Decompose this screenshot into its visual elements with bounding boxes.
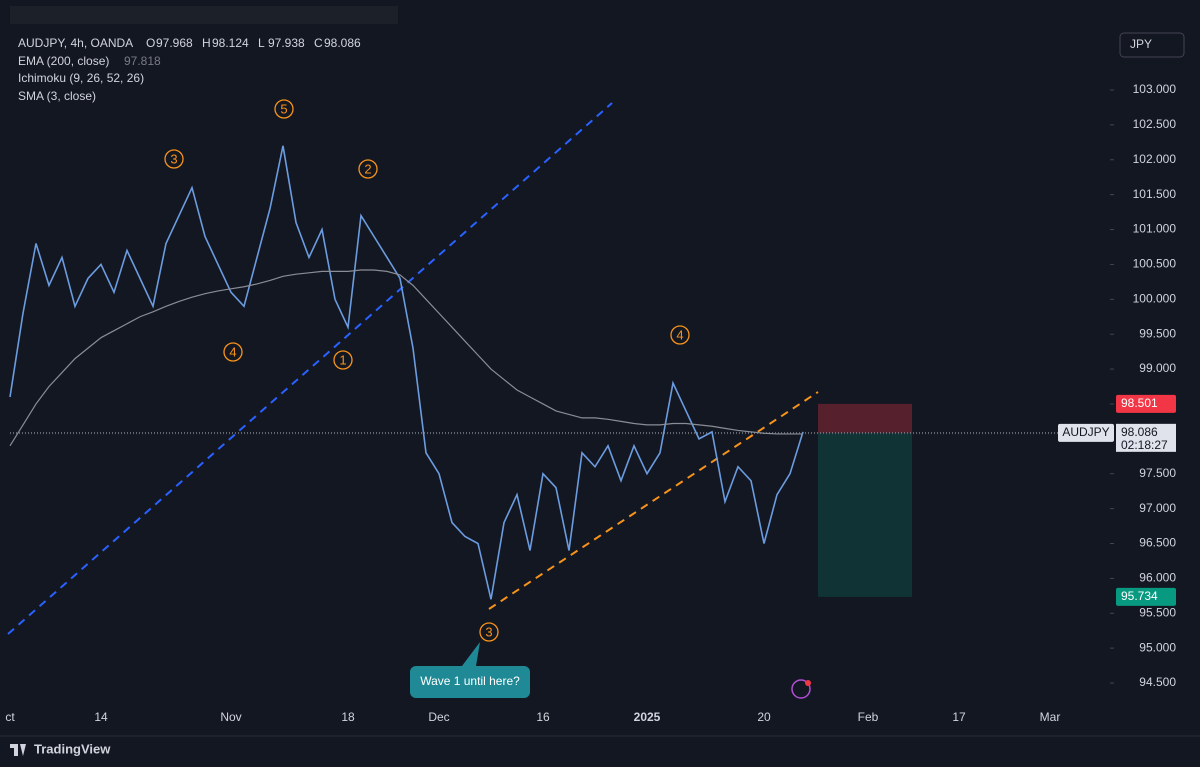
- wave-circle: [479, 622, 499, 642]
- y-tick-label: 103.000: [1133, 82, 1177, 96]
- x-tick-label: Nov: [220, 710, 241, 724]
- ohlc-value: 98.124: [212, 36, 249, 50]
- wave-circle: [164, 149, 184, 169]
- indicator: EMA (200, close): [18, 54, 109, 68]
- indicator-value: 97.818: [124, 54, 161, 68]
- x-tick-label: Feb: [858, 710, 879, 724]
- ohlc-key: O: [146, 36, 155, 50]
- ohlc-key: H: [202, 36, 211, 50]
- annotation-box: [410, 666, 530, 698]
- ohlc-value: 98.086: [324, 36, 361, 50]
- target-tag: 95.734: [1121, 589, 1158, 603]
- price-line-series: [9, 145, 804, 600]
- indicator: SMA (3, close): [18, 89, 96, 103]
- y-tick-label: 101.500: [1133, 187, 1177, 201]
- stop-tag: 98.501: [1121, 396, 1158, 410]
- trend-line: [488, 391, 819, 610]
- stop-tag-bg: [1116, 394, 1176, 413]
- wave-circle: [333, 350, 353, 370]
- ohlc-value: 97.968: [156, 36, 193, 50]
- wave-label: 3: [170, 151, 177, 166]
- wave-circle: [670, 325, 690, 345]
- wave-label: 4: [676, 327, 683, 342]
- annotation-pointer: [462, 642, 480, 666]
- y-tick-label: 95.500: [1139, 605, 1176, 619]
- wave-label: 3: [485, 624, 492, 639]
- last-tag: 98.086: [1121, 425, 1158, 439]
- y-tick-label: 94.500: [1139, 675, 1176, 689]
- x-tick-label: 20: [757, 710, 771, 724]
- y-tick-label: 99.500: [1139, 326, 1176, 340]
- brand-logo: [10, 744, 26, 756]
- symbol: AUDJPY, 4h, OANDA: [18, 36, 133, 50]
- currency-label[interactable]: JPY: [1130, 37, 1152, 51]
- y-tick-label: 97.000: [1139, 501, 1176, 515]
- x-tick-label: 16: [536, 710, 550, 724]
- wave-label: 5: [280, 101, 287, 116]
- annotation: Wave 1 until here?: [420, 674, 520, 688]
- y-tick-label: 101.000: [1133, 222, 1177, 236]
- wave-circle: [223, 342, 243, 362]
- countdown: 02:18:27: [1121, 438, 1168, 452]
- last-tag-bg: [1116, 423, 1176, 452]
- y-tick-label: 97.500: [1139, 466, 1176, 480]
- alert-icon[interactable]: [791, 679, 811, 699]
- symbol-tag: AUDJPY: [1062, 425, 1109, 439]
- x-tick-label: Mar: [1040, 710, 1061, 724]
- y-tick-label: 102.500: [1133, 117, 1177, 131]
- y-tick-label: 95.000: [1139, 640, 1176, 654]
- y-tick-label: 100.500: [1133, 257, 1177, 271]
- target-tag-bg: [1116, 587, 1176, 606]
- target-zone: [818, 432, 912, 597]
- x-tick-label: 18: [341, 710, 355, 724]
- y-tick-label: 102.000: [1133, 152, 1177, 166]
- y-tick-label: 96.000: [1139, 571, 1176, 585]
- alert-dot: [805, 680, 811, 686]
- ohlc-key: C: [314, 36, 323, 50]
- y-tick-label: 100.000: [1133, 291, 1177, 305]
- wave-label: 4: [229, 344, 236, 359]
- ohlc-key: L: [258, 36, 265, 50]
- x-tick-label: 17: [952, 710, 966, 724]
- currency-button[interactable]: [1119, 32, 1185, 58]
- x-tick-label: 14: [94, 710, 108, 724]
- brand: TradingView: [34, 741, 111, 756]
- wave-label: 1: [339, 352, 346, 367]
- wave-label: 2: [364, 161, 371, 176]
- ohlc-value: 97.938: [268, 36, 305, 50]
- symbol-tag-bg: [1058, 423, 1114, 442]
- x-tick-label: Dec: [428, 710, 449, 724]
- wave-circle: [274, 99, 294, 119]
- indicator: Ichimoku (9, 26, 52, 26): [18, 71, 144, 85]
- x-tick-label: ct: [5, 710, 15, 724]
- y-tick-label: 99.000: [1139, 361, 1176, 375]
- wave-circle: [358, 159, 378, 179]
- ema-line: [9, 269, 803, 447]
- x-tick-label: 2025: [634, 710, 661, 724]
- top-bar: [10, 6, 398, 24]
- stop-zone: [818, 403, 912, 433]
- y-tick-label: 96.500: [1139, 536, 1176, 550]
